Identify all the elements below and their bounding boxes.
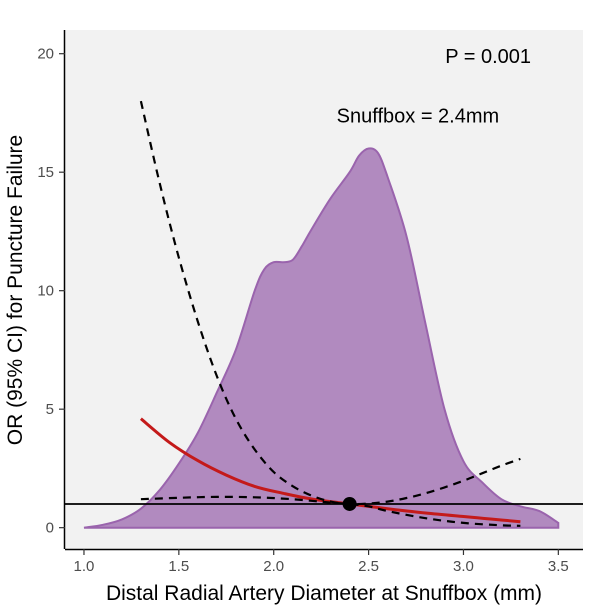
- series-layer: [139, 100, 521, 527]
- y-tick-label: 15: [37, 164, 54, 181]
- y-tick-label: 10: [37, 283, 54, 300]
- x-axis-title: Distal Radial Artery Diameter at Snuffbo…: [106, 582, 542, 605]
- ci-line-2: [140, 495, 521, 527]
- y-ticks: 0 5 10 15 20: [37, 46, 65, 537]
- annotation-0: P = 0.001: [445, 46, 531, 68]
- or-line-0: [139, 417, 521, 524]
- annotation-1: Snuffbox = 2.4mm: [337, 105, 500, 127]
- x-tick-label: 1.0: [74, 558, 95, 575]
- y-tick-label: 0: [46, 520, 54, 537]
- x-tick-label: 2.0: [263, 558, 284, 575]
- x-tick-label: 2.5: [358, 558, 379, 575]
- annotations: P = 0.001 Snuffbox = 2.4mm: [337, 46, 531, 127]
- ci-line-1: [139, 100, 521, 506]
- x-tick-label: 3.0: [453, 558, 474, 575]
- x-tick-label: 3.5: [548, 558, 569, 575]
- y-tick-label: 5: [46, 401, 54, 418]
- y-tick-label: 20: [37, 46, 54, 63]
- reference-point: [342, 496, 357, 511]
- x-ticks: 1.0 1.5 2.0 2.5 3.0 3.5: [74, 549, 569, 575]
- density-area: [83, 147, 560, 529]
- x-tick-label: 1.5: [168, 558, 189, 575]
- y-axis-title: OR (95% CI) for Puncture Failure: [4, 135, 27, 445]
